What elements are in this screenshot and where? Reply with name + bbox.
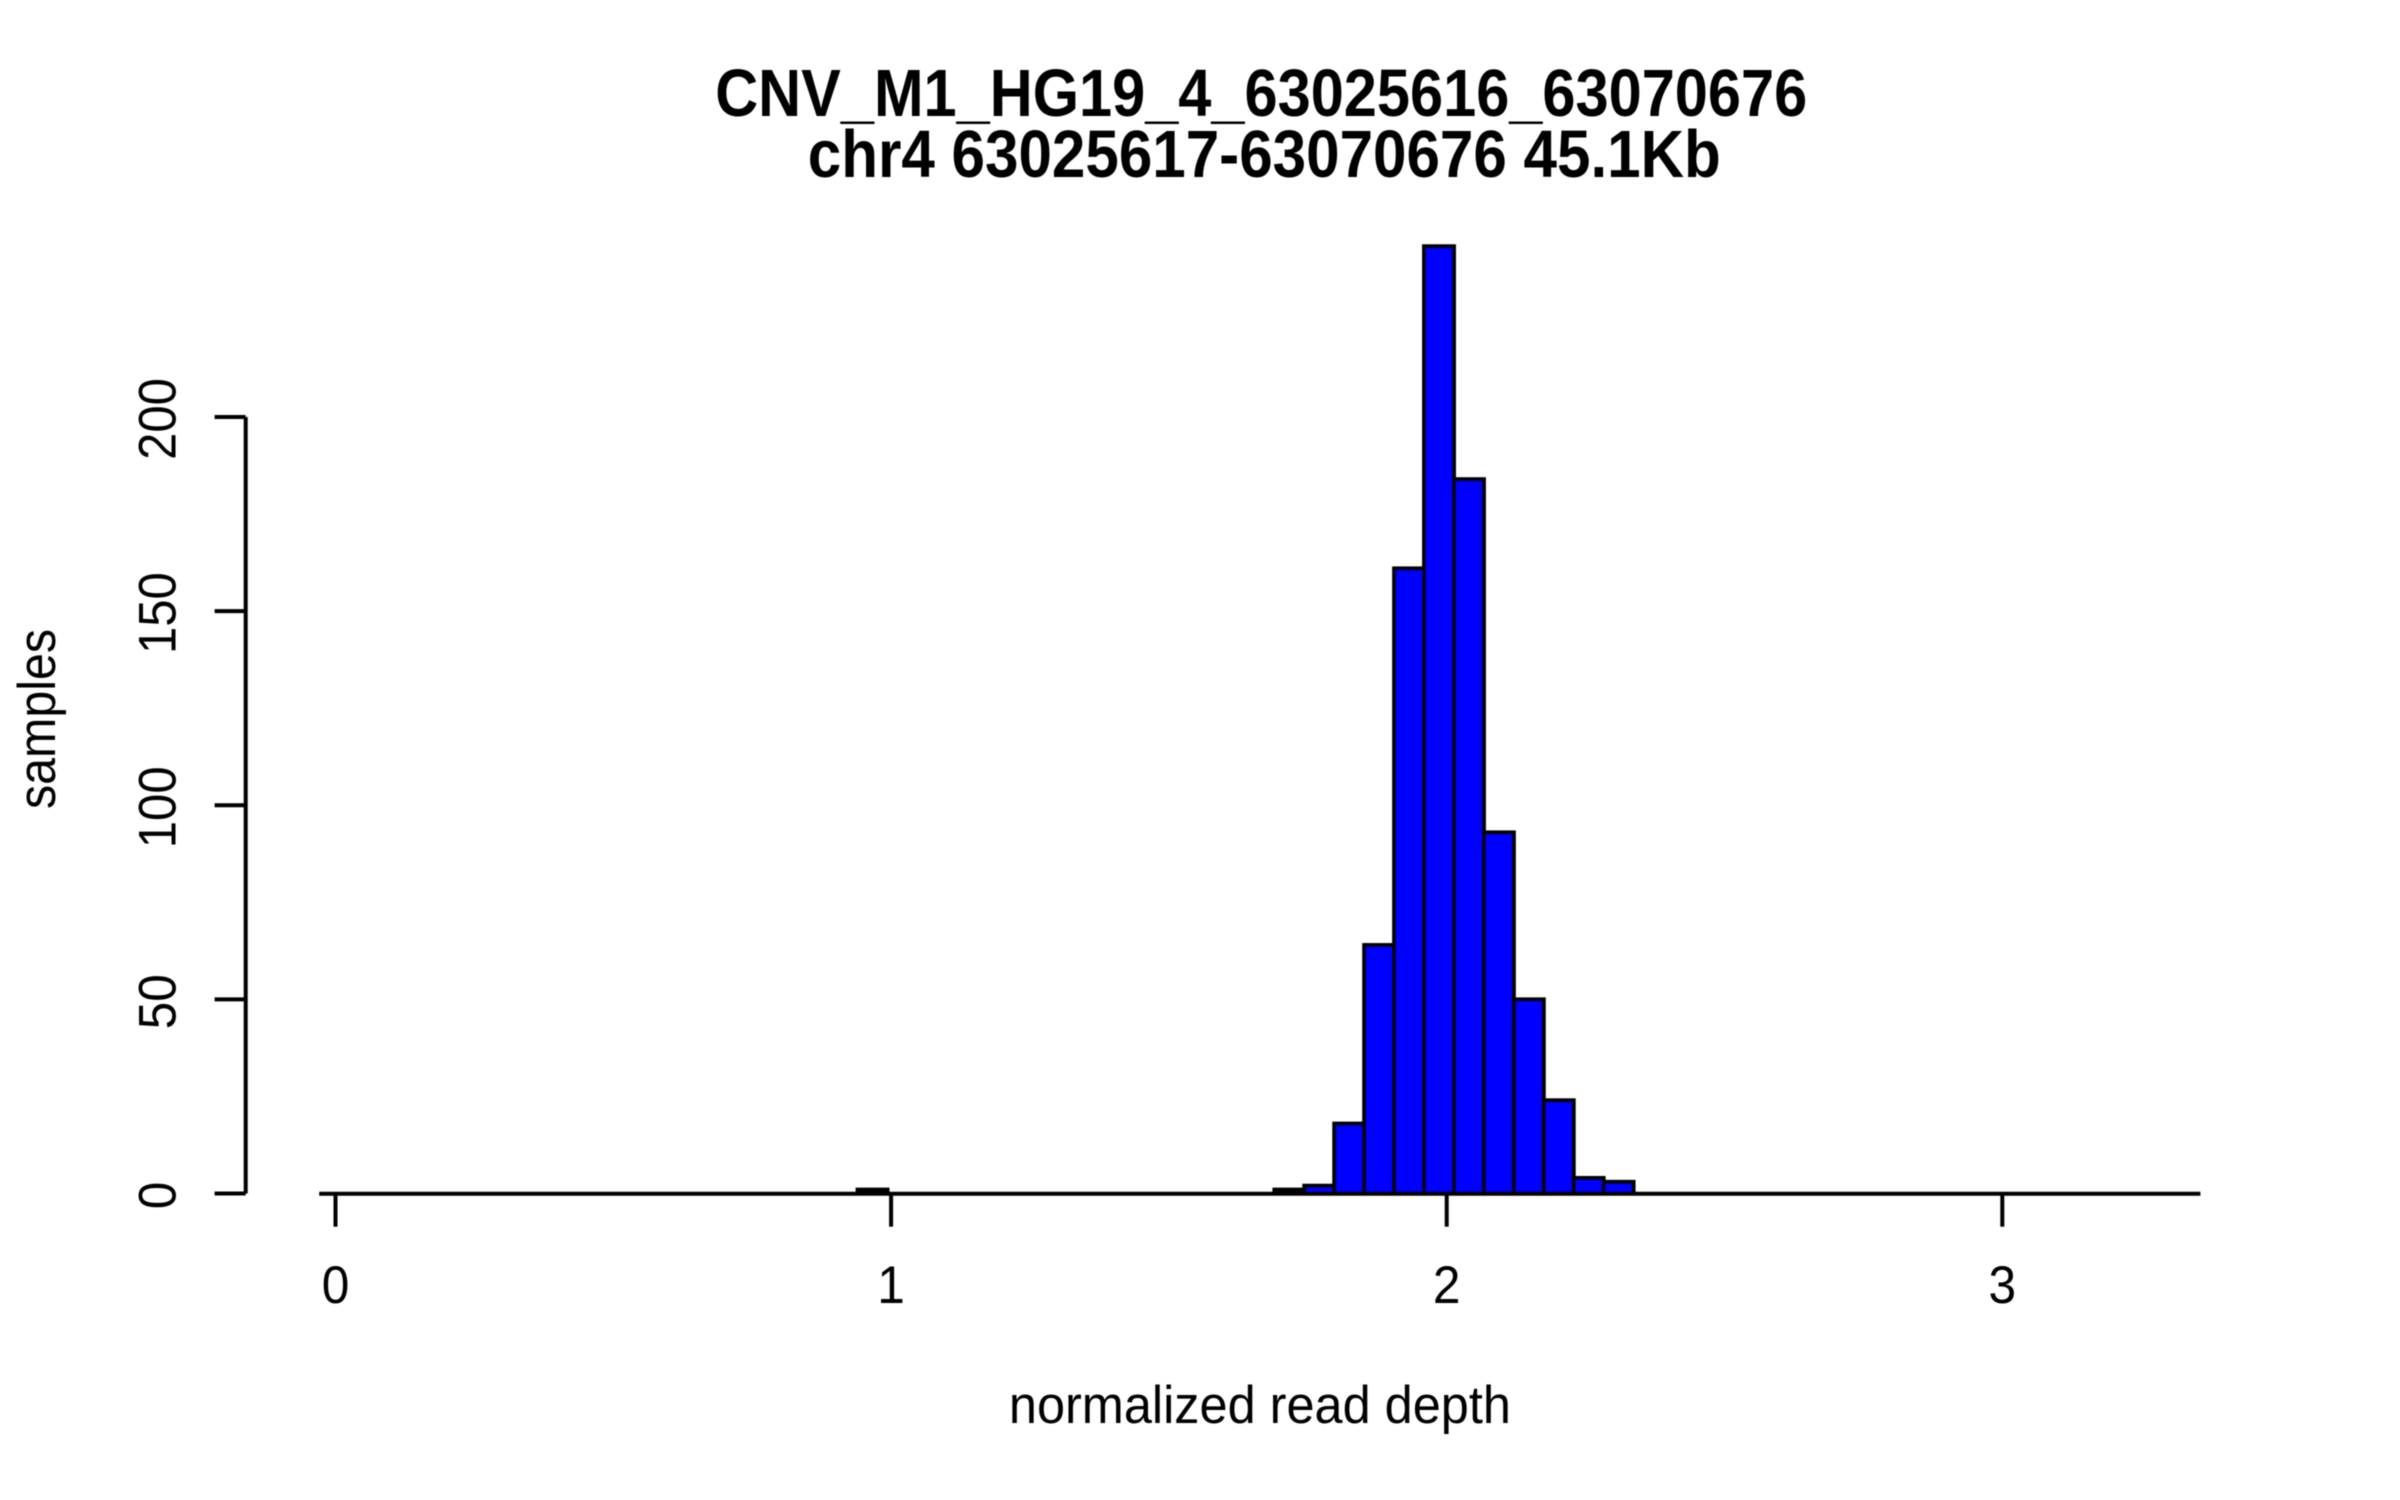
svg-text:samples: samples	[8, 629, 67, 809]
svg-text:chr4 63025617-63070676 45.1Kb: chr4 63025617-63070676 45.1Kb	[808, 117, 1721, 192]
svg-text:1: 1	[877, 1256, 905, 1315]
svg-text:normalized read depth: normalized read depth	[1009, 1376, 1511, 1435]
svg-text:0: 0	[129, 1182, 188, 1210]
svg-text:100: 100	[129, 766, 188, 848]
svg-text:200: 200	[129, 378, 188, 460]
svg-text:150: 150	[129, 572, 188, 654]
svg-text:50: 50	[129, 974, 188, 1029]
svg-text:0: 0	[322, 1256, 350, 1315]
svg-text:2: 2	[1433, 1256, 1461, 1315]
svg-text:3: 3	[1989, 1256, 2017, 1315]
svg-text:CNV_M1_HG19_4_63025616_6307067: CNV_M1_HG19_4_63025616_63070676	[715, 56, 1807, 131]
